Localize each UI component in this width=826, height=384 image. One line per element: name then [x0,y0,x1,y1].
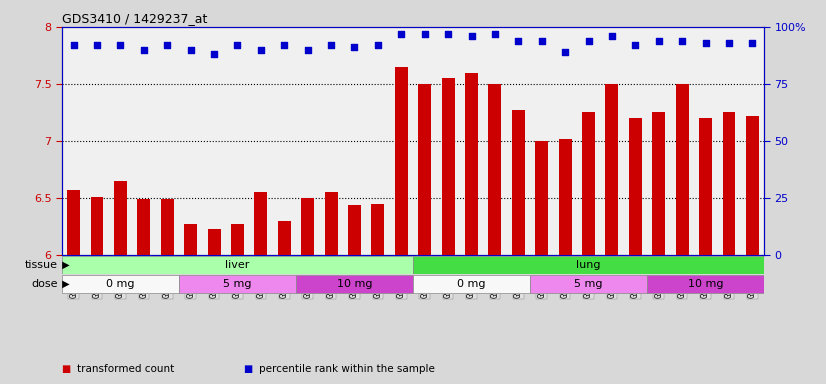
Text: ■: ■ [62,364,74,374]
Bar [653,113,665,255]
Point [652,38,665,44]
Bar [676,84,689,255]
Point [160,42,173,48]
Text: 5 mg: 5 mg [574,279,603,289]
Bar [179,275,296,293]
Point [582,38,595,44]
Point [67,42,80,48]
Bar [413,255,764,274]
Point [418,31,431,37]
Bar [301,198,314,255]
Bar [465,73,478,255]
Bar [67,190,80,255]
Point [254,46,268,53]
Point [184,46,197,53]
Text: percentile rank within the sample: percentile rank within the sample [259,364,434,374]
Bar [161,199,173,255]
Point [395,31,408,37]
Text: ▶: ▶ [59,260,70,270]
Bar [699,118,712,255]
Bar [207,229,221,255]
Point [348,44,361,50]
Bar [372,204,384,255]
Bar [325,192,338,255]
Bar [413,275,530,293]
Bar [254,192,268,255]
Point [90,42,104,48]
Bar [723,113,735,255]
Bar [62,275,179,293]
Bar [348,205,361,255]
Point [722,40,735,46]
Text: GDS3410 / 1429237_at: GDS3410 / 1429237_at [62,12,207,25]
Point [558,49,572,55]
Bar [558,139,572,255]
Point [535,38,548,44]
Text: transformed count: transformed count [77,364,174,374]
Bar [278,221,291,255]
Point [676,38,689,44]
Point [699,40,712,46]
Bar [535,141,548,255]
Point [230,42,244,48]
Text: lung: lung [577,260,601,270]
Bar [488,84,501,255]
Bar [647,275,764,293]
Text: tissue: tissue [25,260,58,270]
Bar [605,84,619,255]
Bar [418,84,431,255]
Bar [512,110,525,255]
Point [278,42,291,48]
Point [629,42,642,48]
Point [511,38,525,44]
Bar [231,224,244,255]
Point [301,46,314,53]
Text: 10 mg: 10 mg [337,279,373,289]
Bar [91,197,103,255]
Point [465,33,478,39]
Bar [530,275,647,293]
Bar [62,255,413,274]
Text: 10 mg: 10 mg [688,279,724,289]
Bar [184,224,197,255]
Bar [582,113,595,255]
Text: liver: liver [225,260,249,270]
Point [137,46,150,53]
Point [746,40,759,46]
Point [207,51,221,57]
Bar [746,116,759,255]
Bar [296,275,413,293]
Text: ▶: ▶ [59,279,70,289]
Text: dose: dose [31,279,58,289]
Text: 0 mg: 0 mg [458,279,486,289]
Point [325,42,338,48]
Point [114,42,127,48]
Point [441,31,454,37]
Bar [629,118,642,255]
Text: ■: ■ [244,364,256,374]
Bar [114,181,127,255]
Point [372,42,385,48]
Point [488,31,501,37]
Bar [395,67,408,255]
Bar [442,78,454,255]
Text: 5 mg: 5 mg [223,279,252,289]
Point [605,33,619,39]
Bar [137,199,150,255]
Text: 0 mg: 0 mg [107,279,135,289]
